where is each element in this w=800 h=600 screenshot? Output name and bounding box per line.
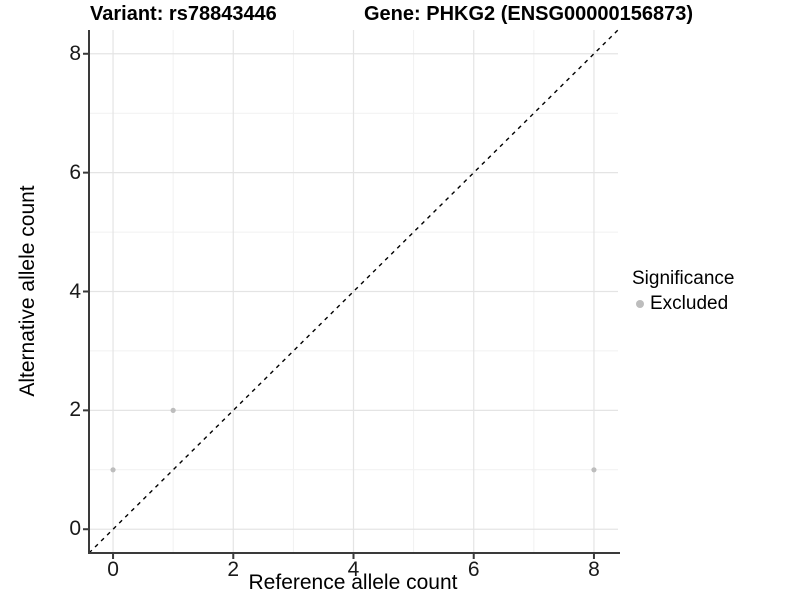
y-tick-label: 4 bbox=[69, 279, 81, 303]
y-axis-title: Alternative allele count bbox=[16, 185, 39, 397]
data-point bbox=[591, 467, 597, 473]
data-point bbox=[110, 467, 116, 473]
legend-entry-label: Excluded bbox=[650, 293, 729, 314]
legend-entry: Excluded bbox=[630, 293, 734, 315]
data-point bbox=[170, 407, 176, 413]
x-tick-label: 4 bbox=[347, 558, 360, 581]
y-tick-label: 2 bbox=[69, 398, 81, 422]
plot-title-variant: Variant: rs78843446 bbox=[90, 3, 277, 25]
x-tick-label: 6 bbox=[467, 558, 480, 581]
x-tick-label: 8 bbox=[588, 558, 600, 581]
legend-key-dot bbox=[636, 300, 644, 308]
y-tick-label: 8 bbox=[69, 41, 81, 65]
y-tick-label: 6 bbox=[69, 160, 81, 184]
legend: Significance Excluded bbox=[630, 268, 734, 315]
x-axis-title: Reference allele count bbox=[248, 571, 458, 594]
x-tick-label: 2 bbox=[227, 558, 240, 581]
plot-title-gene: Gene: PHKG2 (ENSG00000156873) bbox=[364, 3, 694, 25]
y-tick-label: 0 bbox=[69, 517, 81, 541]
legend-title: Significance bbox=[632, 268, 735, 289]
x-tick-label: 0 bbox=[107, 558, 119, 581]
legend-entries: Excluded bbox=[630, 293, 734, 315]
